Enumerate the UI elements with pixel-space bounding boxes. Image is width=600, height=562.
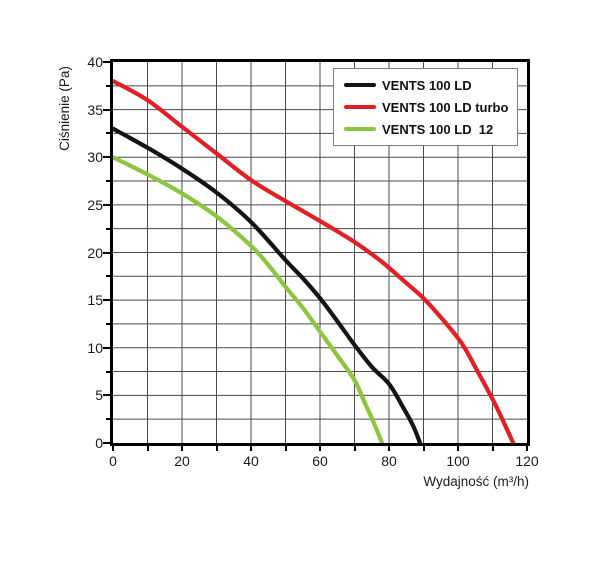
y-axis-tick: [106, 227, 110, 230]
y-axis-tick: [103, 156, 110, 159]
legend-line-swatch: [344, 83, 376, 87]
y-axis-tick: [103, 442, 110, 444]
y-tick-label: 15: [87, 292, 103, 309]
y-axis-tick: [106, 418, 110, 421]
x-axis-tick: [491, 446, 494, 451]
y-axis-tick: [103, 108, 110, 111]
y-axis-tick: [103, 299, 110, 302]
y-tick-label: 0: [95, 435, 103, 451]
x-tick-label: 80: [381, 453, 397, 469]
legend-label: VENTS 100 LD 12: [382, 121, 494, 137]
legend-item: VENTS 100 LD 12: [344, 122, 513, 137]
legend-line-swatch: [344, 105, 376, 109]
legend-item: VENTS 100 LD: [344, 78, 513, 93]
y-tick-label: 10: [87, 339, 103, 356]
legend-line-swatch: [344, 127, 376, 131]
x-axis-title: Wydajność (m³/h): [423, 474, 529, 489]
x-tick-label: 20: [174, 453, 190, 469]
y-tick-label: 30: [87, 149, 103, 166]
y-axis-tick: [106, 84, 110, 87]
x-axis-tick: [215, 446, 218, 451]
y-axis-tick: [103, 61, 110, 63]
x-axis-tick: [457, 446, 459, 451]
y-axis-tick: [106, 322, 110, 325]
series-curve-vents-100-ld-turbo: [113, 81, 513, 443]
y-axis-tick: [106, 132, 110, 135]
y-tick-label: 25: [87, 196, 103, 213]
legend: VENTS 100 LD VENTS 100 LD turbo VENTS 100 …: [333, 68, 518, 146]
series-curve-vents-100-ld-12: [113, 157, 382, 443]
y-axis-tick: [103, 203, 110, 206]
x-axis-tick: [112, 446, 114, 451]
legend-label: VENTS 100 LD turbo: [382, 99, 509, 115]
y-axis-tick: [106, 275, 110, 278]
x-axis-tick: [388, 446, 390, 451]
legend-item: VENTS 100 LD turbo: [344, 100, 513, 115]
x-axis-tick: [284, 446, 287, 451]
y-axis-tick: [106, 370, 110, 373]
y-axis-tick: [106, 180, 110, 183]
x-axis-tick: [146, 446, 149, 451]
legend-label: VENTS 100 LD: [382, 77, 472, 93]
x-tick-label: 120: [515, 453, 539, 469]
x-tick-label: 60: [312, 453, 328, 469]
series-curve-vents-100-ld: [113, 129, 420, 443]
x-axis-tick: [353, 446, 356, 451]
y-tick-label: 5: [95, 387, 103, 404]
x-tick-label: 100: [446, 453, 470, 469]
y-tick-label: 20: [87, 244, 103, 261]
x-tick-label: 40: [243, 453, 259, 469]
x-axis-tick: [526, 446, 528, 451]
y-axis-tick: [103, 346, 110, 349]
x-axis-tick: [181, 446, 183, 451]
x-tick-label: 0: [109, 453, 117, 469]
x-axis-tick: [319, 446, 321, 451]
y-tick-label: 35: [87, 101, 103, 118]
x-axis-tick: [250, 446, 252, 451]
x-axis-tick: [422, 446, 425, 451]
y-tick-label: 40: [87, 54, 103, 70]
y-axis-tick: [103, 251, 110, 254]
y-axis-tick: [103, 394, 110, 397]
